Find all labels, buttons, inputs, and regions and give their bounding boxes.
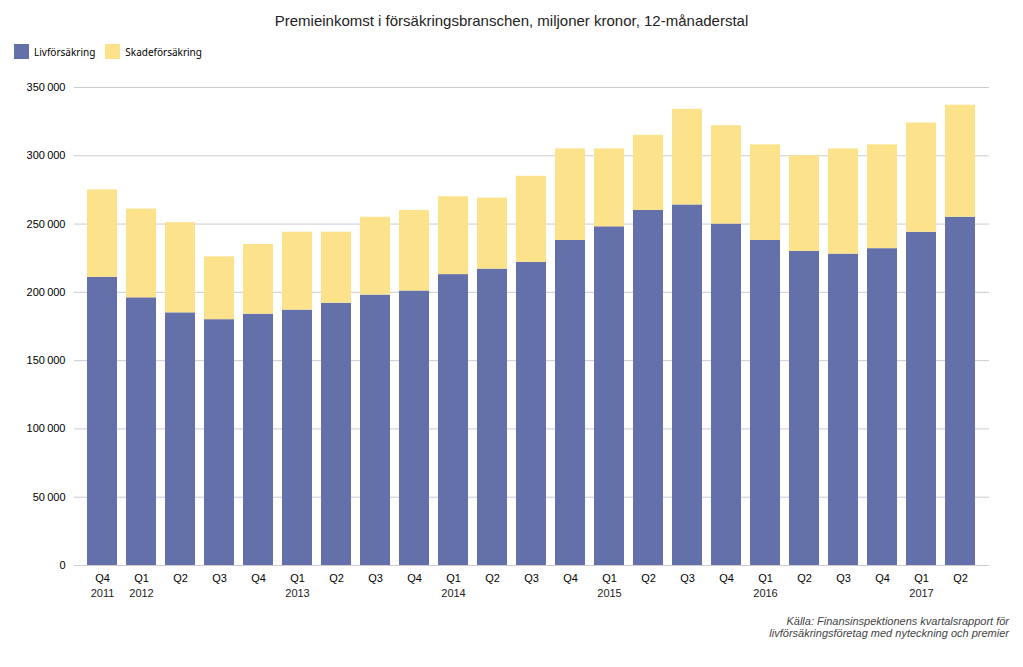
svg-text:Q4: Q4 (563, 572, 578, 584)
html-text:Livförsäkring: Livförsäkring (34, 44, 96, 59)
svg-text:Q3: Q3 (680, 572, 695, 584)
svg-text:Q4: Q4 (719, 572, 734, 584)
svg-text:Q1: Q1 (446, 572, 461, 584)
svg-text:Q3: Q3 (524, 572, 539, 584)
svg-text:2012: 2012 (129, 587, 153, 599)
svg-text:Q2: Q2 (173, 572, 188, 584)
svg-text:300 000: 300 000 (27, 149, 66, 161)
svg-text:Q2: Q2 (641, 572, 656, 584)
svg-text:Q1: Q1 (914, 572, 929, 584)
svg-text:2014: 2014 (441, 587, 465, 599)
svg-text:Q4: Q4 (251, 572, 266, 584)
svg-text:Q2: Q2 (329, 572, 344, 584)
svg-text:Q1: Q1 (290, 572, 305, 584)
svg-text:Q1: Q1 (758, 572, 773, 584)
svg-text:Q2: Q2 (485, 572, 500, 584)
svg-text:2013: 2013 (285, 587, 309, 599)
svg-text:200 000: 200 000 (27, 286, 66, 298)
svg-text:Q1: Q1 (134, 572, 149, 584)
svg-text:150 000: 150 000 (27, 354, 66, 366)
html-text:Källa: Finansinspektionens kva: Källa: Finansinspektionens kvartalsrappo… (769, 615, 1009, 639)
svg-text:Q1: Q1 (602, 572, 617, 584)
svg-text:Q2: Q2 (953, 572, 968, 584)
svg-text:Q3: Q3 (836, 572, 851, 584)
svg-text:2017: 2017 (909, 587, 933, 599)
html-text:Premieinkomst i försäkringsbra: Premieinkomst i försäkringsbranschen, mi… (274, 12, 749, 29)
svg-text:Q4: Q4 (407, 572, 422, 584)
html-text:Skadeförsäkring: Skadeförsäkring (125, 44, 202, 59)
svg-text:2015: 2015 (597, 587, 621, 599)
svg-text:Q4: Q4 (95, 572, 110, 584)
svg-text:2011: 2011 (91, 587, 115, 599)
svg-text:2016: 2016 (753, 587, 777, 599)
svg-text:Q2: Q2 (797, 572, 812, 584)
svg-text:100 000: 100 000 (27, 422, 66, 434)
svg-text:350 000: 350 000 (27, 81, 66, 93)
svg-text:250 000: 250 000 (27, 218, 66, 230)
svg-text:50 000: 50 000 (33, 491, 66, 503)
svg-text:Q3: Q3 (212, 572, 227, 584)
svg-text:0: 0 (59, 559, 65, 571)
svg-text:Q3: Q3 (368, 572, 383, 584)
svg-text:Q4: Q4 (875, 572, 890, 584)
